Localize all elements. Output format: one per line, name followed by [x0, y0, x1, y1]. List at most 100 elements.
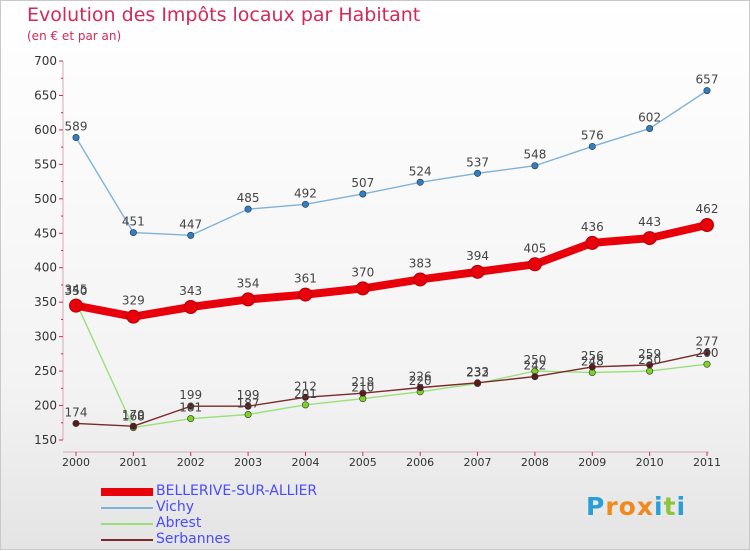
data-point [470, 264, 485, 279]
legend-swatch [101, 488, 153, 496]
data-point [531, 373, 539, 381]
data-label: 242 [523, 359, 546, 373]
data-point [301, 401, 309, 409]
data-point [527, 257, 542, 272]
data-label: 277 [696, 334, 719, 348]
data-point [703, 360, 711, 368]
data-point [244, 402, 252, 410]
data-label: 199 [179, 388, 202, 402]
data-point [183, 300, 198, 315]
data-label: 405 [523, 241, 546, 255]
data-point [241, 292, 256, 307]
data-label: 201 [294, 387, 317, 401]
data-label: 259 [638, 347, 661, 361]
x-tick-label: 2003 [234, 456, 262, 469]
data-label: 485 [237, 191, 260, 205]
data-label: 226 [409, 370, 432, 384]
chart-subtitle: (en € et par an) [27, 29, 122, 43]
logo-letter: P [586, 492, 606, 521]
y-tick-label: 300 [34, 330, 57, 344]
data-label: 248 [581, 354, 604, 368]
data-label: 394 [466, 249, 489, 263]
proxiti-logo: Proxiti [586, 492, 686, 521]
data-label: 174 [65, 405, 88, 419]
x-tick-label: 2006 [406, 456, 434, 469]
data-label: 187 [237, 397, 260, 411]
data-point [301, 393, 309, 401]
data-label: 492 [294, 186, 317, 200]
data-label: 507 [351, 176, 374, 190]
series-line-serbannes [75, 351, 708, 427]
data-point [69, 298, 83, 313]
data-point [355, 281, 370, 296]
legend-swatch [101, 539, 153, 541]
data-label: 343 [179, 284, 202, 298]
y-tick-label: 450 [34, 226, 57, 240]
data-point [646, 125, 654, 133]
data-point [642, 231, 657, 246]
data-point [72, 133, 80, 141]
y-tick-label: 500 [34, 192, 57, 206]
data-label: 657 [696, 73, 719, 87]
data-label: 443 [638, 215, 661, 229]
data-label: 345 [65, 283, 88, 297]
legend-label: Vichy [156, 499, 195, 515]
data-point [187, 231, 195, 239]
data-label: 576 [581, 128, 604, 142]
logo-letter: x [636, 492, 654, 521]
legend-item: Abrest [101, 515, 361, 532]
data-point [703, 87, 711, 95]
data-label: 361 [294, 272, 317, 286]
data-point [416, 384, 424, 392]
data-label: 220 [409, 374, 432, 388]
y-tick-label: 550 [34, 157, 57, 171]
data-point [703, 348, 711, 356]
data-label: 436 [581, 220, 604, 234]
y-tick-label: 350 [34, 295, 57, 309]
data-label: 451 [122, 215, 145, 229]
y-tick-label: 250 [34, 364, 57, 378]
data-point [298, 287, 313, 302]
x-tick-label: 2011 [693, 456, 721, 469]
data-label: 170 [122, 408, 145, 422]
data-point [474, 169, 482, 177]
data-label: 354 [237, 276, 260, 290]
x-tick-label: 2005 [349, 456, 377, 469]
data-label: 350 [65, 284, 88, 298]
data-point [359, 190, 367, 198]
data-point [416, 178, 424, 186]
data-point [244, 205, 252, 213]
x-tick-label: 2008 [521, 456, 549, 469]
x-tick-label: 2007 [464, 456, 492, 469]
data-point [187, 415, 195, 423]
data-point [588, 363, 596, 371]
legend-label: BELLERIVE-SUR-ALLIER [156, 483, 318, 499]
logo-letter: i [654, 492, 664, 521]
legend-label: Abrest [156, 515, 202, 531]
data-point [413, 272, 428, 287]
data-label: 210 [351, 381, 374, 395]
data-label: 447 [179, 217, 202, 231]
logo-letter: o [618, 492, 637, 521]
data-label: 383 [409, 256, 432, 270]
x-tick-label: 2009 [578, 456, 606, 469]
data-point [129, 422, 137, 430]
y-tick-label: 600 [34, 123, 57, 137]
legend-label: Serbannes [156, 531, 231, 547]
data-label: 524 [409, 164, 432, 178]
legend-item: Serbannes [101, 531, 361, 548]
data-point [129, 229, 137, 237]
data-point [359, 389, 367, 397]
data-point [700, 218, 714, 233]
logo-letter: i [676, 492, 687, 521]
legend-item: BELLERIVE-SUR-ALLIER [101, 483, 361, 500]
chart-title: Evolution des Impôts locaux par Habitant [27, 4, 421, 26]
logo-letter: t [663, 492, 677, 521]
y-tick-label: 700 [34, 54, 57, 68]
data-label: 548 [523, 148, 546, 162]
data-label: 329 [122, 294, 145, 308]
data-point [646, 367, 654, 375]
data-point [72, 419, 80, 427]
